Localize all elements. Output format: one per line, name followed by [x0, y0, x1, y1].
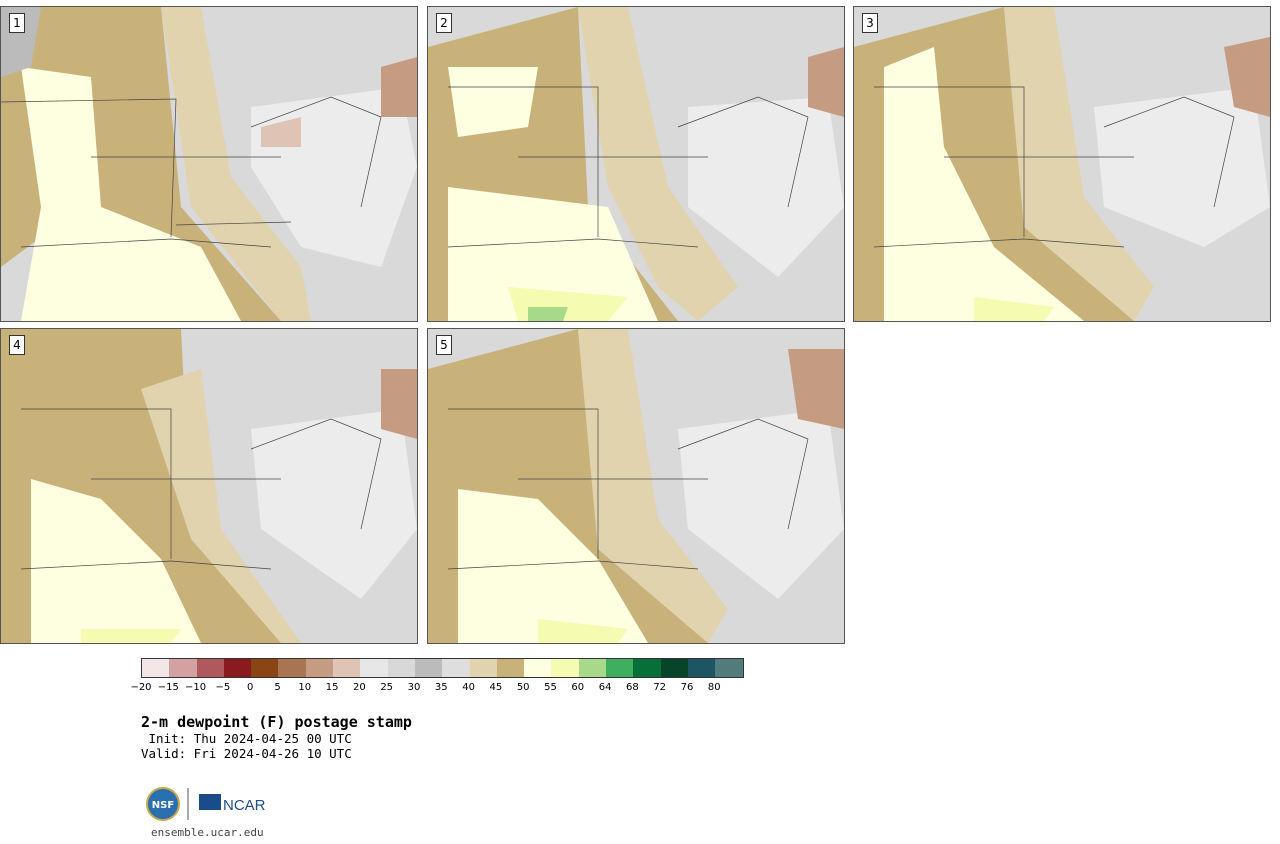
colorbar-swatch — [524, 659, 552, 677]
colorbar-tick-label: 68 — [626, 682, 639, 693]
colorbar-tick-label: 10 — [298, 682, 312, 693]
colorbar-swatch — [142, 659, 170, 677]
stamp-panel-4[interactable]: 4 — [0, 328, 418, 644]
init-time: Init: Thu 2024-04-25 00 UTC — [141, 731, 352, 746]
colorbar-tick-label: −20 — [130, 682, 152, 693]
colorbar-swatch — [333, 659, 361, 677]
colorbar-swatch — [414, 659, 443, 677]
panel-number: 5 — [436, 335, 452, 355]
dewpoint-map-5 — [428, 329, 844, 643]
colorbar-tick-label: −5 — [215, 682, 231, 693]
colorbar-tick-label: 60 — [571, 682, 585, 693]
dewpoint-map-2 — [428, 7, 844, 321]
colorbar-swatch — [496, 659, 525, 677]
nsf-logo — [146, 787, 180, 821]
colorbar-swatch — [360, 659, 388, 677]
colorbar-tick-label: 40 — [462, 682, 475, 693]
stamp-panel-1[interactable]: 1 — [0, 6, 418, 322]
colorbar-swatch — [633, 659, 661, 677]
colorbar-swatch — [278, 659, 306, 677]
colorbar-tick-label: −10 — [185, 682, 207, 693]
panel-number: 1 — [9, 13, 25, 33]
colorbar-tick-label: 30 — [407, 682, 421, 693]
colorbar-swatch — [551, 659, 579, 677]
ncar-logo-mark — [199, 794, 221, 810]
colorbar-swatch — [251, 659, 279, 677]
colorbar-tick-label: 72 — [653, 682, 667, 693]
colorbar-tick-label: 64 — [598, 682, 612, 693]
colorbar-swatch — [305, 659, 334, 677]
panel-number: 4 — [9, 335, 25, 355]
dewpoint-map-4 — [1, 329, 417, 643]
colorbar-tick-label: 55 — [544, 682, 557, 693]
dewpoint-map-3 — [854, 7, 1270, 321]
dewpoint-map-1 — [1, 7, 417, 321]
colorbar-tick-label: −15 — [157, 682, 179, 693]
stamp-panel-5[interactable]: 5 — [427, 328, 845, 644]
colorbar-tick-label: 15 — [325, 682, 339, 693]
colorbar-tick-label: 0 — [247, 682, 254, 693]
figure-title: 2-m dewpoint (F) postage stamp — [141, 713, 412, 731]
colorbar — [141, 658, 744, 678]
colorbar-swatch — [715, 659, 743, 677]
panel-number: 3 — [862, 13, 878, 33]
colorbar-ticks: −20 −15 −10 −5 0 5 10 15 20 25 30 35 40 45 50 55 60 64 68 7… — [130, 682, 781, 696]
panel-number: 2 — [436, 13, 452, 33]
colorbar-swatch — [442, 659, 470, 677]
colorbar-tick-label: 80 — [707, 682, 721, 693]
colorbar-tick-label: 76 — [680, 682, 694, 693]
colorbar-swatch — [578, 659, 607, 677]
colorbar-tick-label: 35 — [434, 682, 448, 693]
ncar-logo-text: NCAR — [223, 797, 266, 814]
colorbar-swatch — [196, 659, 224, 677]
colorbar-swatch — [687, 659, 716, 677]
stamp-panel-3[interactable]: 3 — [853, 6, 1271, 322]
valid-time: Valid: Fri 2024-04-26 10 UTC — [141, 746, 352, 761]
colorbar-tick-label: 50 — [516, 682, 530, 693]
logos: NSF NCAR — [145, 786, 275, 826]
colorbar-tick-label: 45 — [489, 682, 503, 693]
logo-pair: NSF NCAR — [146, 787, 266, 821]
colorbar-swatch — [469, 659, 497, 677]
nsf-logo-text: NSF — [152, 800, 174, 811]
colorbar-swatch — [169, 659, 197, 677]
stamp-panel-2[interactable]: 2 — [427, 6, 845, 322]
colorbar-tick-label: 5 — [274, 682, 281, 693]
colorbar-swatch — [387, 659, 415, 677]
site-url[interactable]: ensemble.ucar.edu — [151, 826, 264, 839]
colorbar-tick-label: 25 — [380, 682, 394, 693]
colorbar-swatch — [606, 659, 634, 677]
colorbar-swatch — [223, 659, 252, 677]
colorbar-tick-label: 20 — [353, 682, 366, 693]
colorbar-swatch — [660, 659, 688, 677]
